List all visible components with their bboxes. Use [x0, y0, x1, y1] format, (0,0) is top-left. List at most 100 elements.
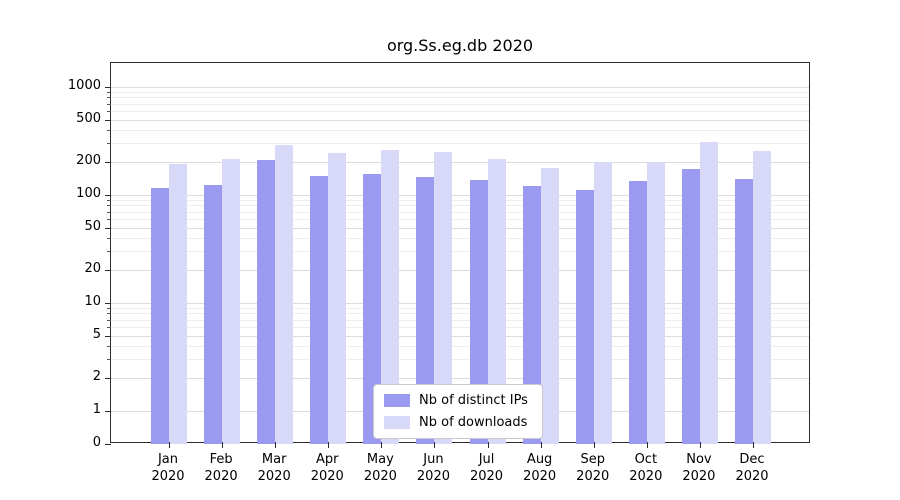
y-minor-tick: [107, 91, 111, 93]
major-gridline: [111, 303, 809, 304]
bar-distinct-ips: [151, 188, 169, 444]
x-tick: [169, 442, 170, 448]
y-tick: [105, 411, 111, 412]
major-gridline: [111, 378, 809, 380]
legend-item-downloads: Nb of downloads: [384, 415, 528, 430]
major-gridline: [111, 227, 809, 229]
x-tick-month: May: [366, 452, 394, 467]
x-tick-year: 2020: [310, 469, 344, 484]
y-minor-tick: [107, 319, 111, 321]
minor-gridline: [111, 211, 809, 213]
x-tick: [487, 442, 489, 448]
minor-gridline: [111, 345, 809, 347]
x-tick: [275, 442, 277, 448]
y-minor-tick: [107, 199, 111, 201]
bar-downloads: [381, 150, 400, 444]
bar-distinct-ips: [204, 184, 223, 444]
x-tick-month: Jun: [423, 452, 444, 467]
y-minor-tick: [107, 97, 111, 99]
x-tick-month: Feb: [209, 452, 233, 467]
x-tick: [753, 442, 754, 448]
minor-gridline: [111, 326, 809, 328]
minor-gridline: [111, 199, 809, 201]
bar-distinct-ips: [363, 174, 382, 444]
bar-downloads: [328, 152, 347, 444]
y-tick: [105, 195, 111, 196]
y-minor-tick: [107, 218, 111, 220]
x-tick-label: Apr 2020: [295, 451, 359, 485]
bar-distinct-ips: [310, 175, 329, 444]
bar-downloads: [699, 141, 718, 444]
legend-swatch-distinct-ips: [384, 394, 410, 407]
x-tick-label: Sep 2020: [561, 451, 625, 485]
y-tick-label: 50: [84, 218, 101, 234]
y-tick: [105, 87, 111, 88]
y-tick-label: 1000: [67, 78, 101, 93]
bar-downloads: [222, 159, 241, 444]
minor-gridline: [111, 129, 809, 131]
bar-downloads: [593, 162, 612, 444]
legend-swatch-downloads: [384, 416, 410, 429]
bar-distinct-ips: [416, 176, 435, 444]
bar-distinct-ips: [681, 168, 700, 444]
y-tick: [105, 162, 111, 164]
bar-downloads: [434, 152, 453, 444]
x-tick-month: Apr: [316, 452, 339, 467]
major-gridline: [111, 119, 809, 121]
minor-gridline: [111, 218, 809, 220]
x-tick: [699, 442, 701, 448]
plot-area: [105, 62, 810, 448]
minor-gridline: [111, 319, 809, 321]
y-tick: [105, 119, 111, 121]
x-tick-label: Dec 2020: [720, 451, 784, 485]
y-tick-label: 500: [76, 110, 101, 126]
y-minor-tick: [107, 359, 111, 361]
x-tick-month: Dec: [739, 452, 765, 467]
x-tick-year: 2020: [151, 469, 185, 484]
x-tick-year: 2020: [735, 469, 769, 484]
y-tick-label: 5: [92, 326, 101, 342]
legend: Nb of distinct IPs Nb of downloads: [373, 384, 543, 439]
y-minor-tick: [107, 129, 111, 131]
x-tick-year: 2020: [257, 469, 291, 484]
y-tick: [105, 444, 111, 445]
major-gridline: [111, 162, 809, 164]
x-tick: [540, 442, 542, 448]
x-tick-month: Mar: [261, 452, 287, 467]
x-tick-year: 2020: [204, 469, 238, 484]
x-tick: [434, 442, 436, 448]
y-minor-tick: [107, 103, 111, 105]
y-tick: [105, 270, 111, 272]
bar-distinct-ips: [628, 180, 647, 444]
bar-downloads: [169, 163, 187, 444]
x-tick: [381, 442, 383, 448]
bar-downloads: [646, 162, 665, 444]
x-tick-year: 2020: [682, 469, 716, 484]
bar-distinct-ips: [257, 160, 276, 444]
minor-gridline: [111, 91, 809, 93]
x-tick-label: Oct 2020: [614, 451, 678, 485]
y-tick-label: 2: [92, 369, 101, 385]
x-tick-label: Nov 2020: [667, 451, 731, 485]
y-tick: [105, 227, 111, 229]
y-tick-label: 10: [84, 294, 101, 309]
y-tick-label: 20: [84, 261, 101, 277]
x-tick-month: Aug: [526, 452, 553, 467]
x-tick: [646, 442, 648, 448]
legend-label-distinct-ips: Nb of distinct IPs: [419, 393, 528, 408]
bar-distinct-ips: [469, 179, 488, 444]
y-minor-tick: [107, 110, 111, 112]
chart-title: org.Ss.eg.db 2020: [386, 36, 534, 55]
bar-distinct-ips: [575, 189, 594, 444]
x-tick-month: Jul: [478, 452, 495, 467]
x-tick-year: 2020: [469, 469, 504, 484]
y-tick-label: 1: [92, 402, 101, 417]
major-gridline: [111, 335, 809, 337]
x-tick-year: 2020: [363, 469, 397, 484]
x-tick-month: Nov: [686, 452, 712, 467]
y-minor-tick: [107, 326, 111, 328]
y-minor-tick: [107, 345, 111, 347]
legend-label-downloads: Nb of downloads: [419, 415, 528, 430]
y-tick: [105, 335, 111, 337]
bar-distinct-ips: [522, 185, 541, 444]
